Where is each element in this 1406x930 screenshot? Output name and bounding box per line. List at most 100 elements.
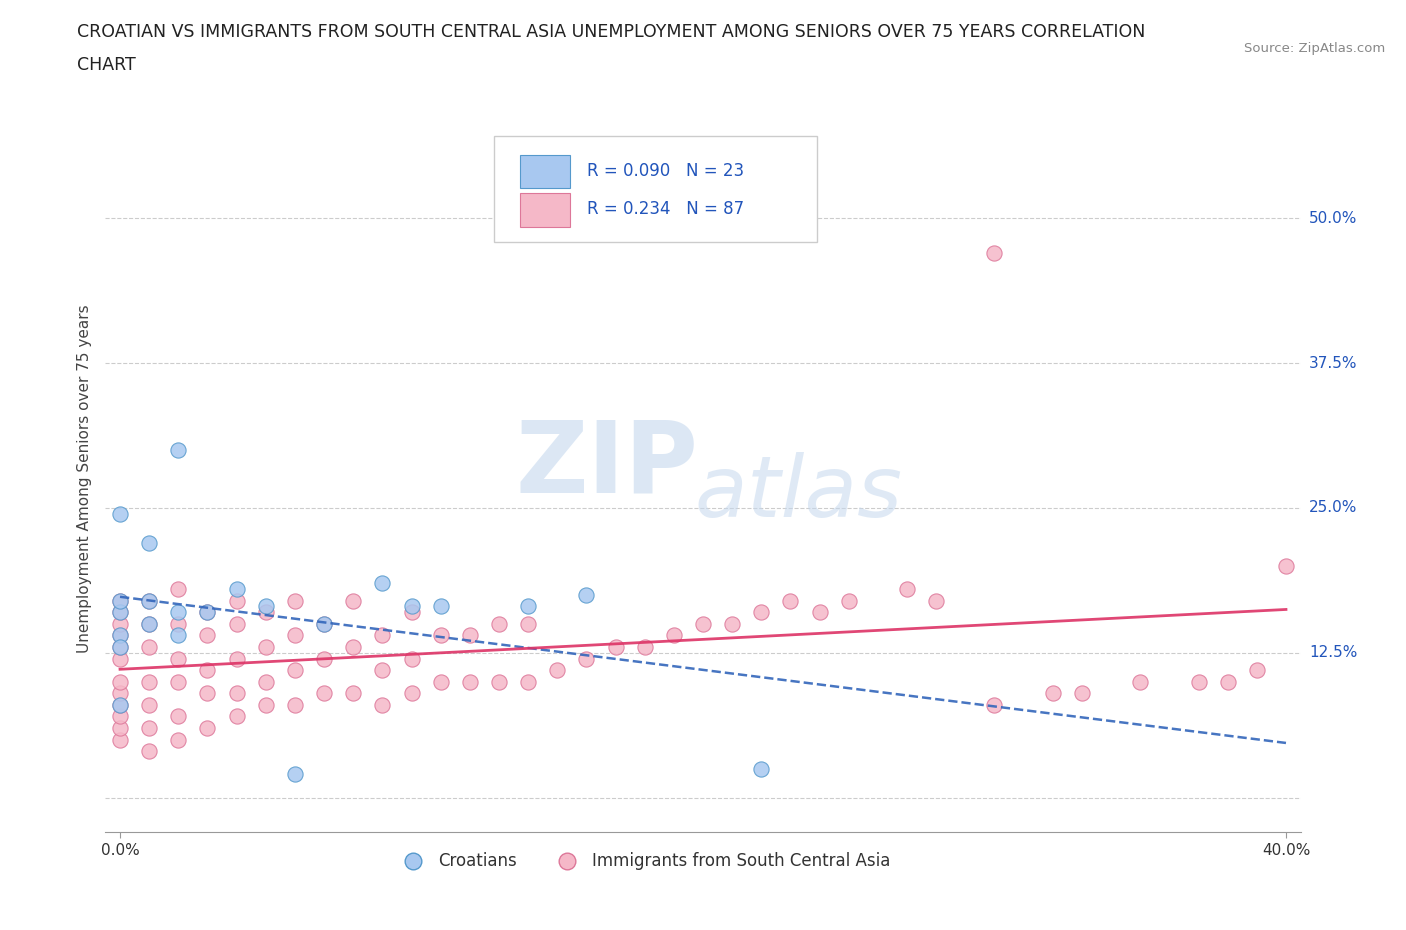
Point bbox=[167, 443, 190, 458]
Point bbox=[488, 674, 510, 689]
Point bbox=[517, 674, 540, 689]
Point bbox=[749, 604, 772, 619]
Legend: Croatians, Immigrants from South Central Asia: Croatians, Immigrants from South Central… bbox=[389, 845, 897, 877]
Point bbox=[1129, 674, 1152, 689]
Point bbox=[575, 588, 598, 603]
Point bbox=[167, 674, 190, 689]
Point bbox=[108, 617, 131, 631]
Point bbox=[108, 506, 131, 521]
Point bbox=[108, 674, 131, 689]
Point bbox=[517, 599, 540, 614]
Point bbox=[284, 698, 307, 712]
Point bbox=[284, 767, 307, 782]
FancyBboxPatch shape bbox=[494, 136, 817, 242]
Point bbox=[517, 617, 540, 631]
Point bbox=[1071, 685, 1094, 700]
Point bbox=[342, 640, 364, 655]
Point bbox=[254, 640, 277, 655]
Point bbox=[108, 628, 131, 643]
Point bbox=[983, 246, 1005, 260]
Point bbox=[605, 640, 627, 655]
Point bbox=[167, 604, 190, 619]
Point bbox=[284, 593, 307, 608]
Point bbox=[371, 576, 394, 591]
Point bbox=[225, 685, 247, 700]
Point bbox=[342, 685, 364, 700]
Point bbox=[371, 628, 394, 643]
Point bbox=[167, 651, 190, 666]
Point bbox=[138, 640, 160, 655]
Point bbox=[225, 617, 247, 631]
Text: R = 0.234   N = 87: R = 0.234 N = 87 bbox=[588, 200, 744, 219]
Point bbox=[197, 721, 219, 736]
Point bbox=[225, 651, 247, 666]
Point bbox=[108, 593, 131, 608]
Point bbox=[838, 593, 860, 608]
Point bbox=[197, 604, 219, 619]
Point bbox=[197, 628, 219, 643]
Point bbox=[108, 604, 131, 619]
Text: R = 0.090   N = 23: R = 0.090 N = 23 bbox=[588, 162, 744, 179]
Point bbox=[983, 698, 1005, 712]
Point bbox=[108, 709, 131, 724]
Point bbox=[1246, 663, 1268, 678]
Point bbox=[371, 698, 394, 712]
Point bbox=[225, 593, 247, 608]
Point bbox=[108, 721, 131, 736]
Point bbox=[692, 617, 714, 631]
Point bbox=[254, 599, 277, 614]
Point bbox=[342, 593, 364, 608]
Point bbox=[1042, 685, 1064, 700]
Point bbox=[1216, 674, 1239, 689]
Point bbox=[167, 628, 190, 643]
Point bbox=[429, 599, 451, 614]
Point bbox=[138, 593, 160, 608]
Point bbox=[197, 663, 219, 678]
Point bbox=[312, 617, 335, 631]
Point bbox=[108, 685, 131, 700]
Point bbox=[312, 617, 335, 631]
Point bbox=[429, 628, 451, 643]
Y-axis label: Unemployment Among Seniors over 75 years: Unemployment Among Seniors over 75 years bbox=[77, 305, 93, 653]
Text: 25.0%: 25.0% bbox=[1309, 500, 1357, 515]
Point bbox=[546, 663, 568, 678]
Point bbox=[167, 709, 190, 724]
Point bbox=[108, 698, 131, 712]
FancyBboxPatch shape bbox=[520, 193, 571, 227]
Point bbox=[634, 640, 657, 655]
Point bbox=[749, 761, 772, 776]
Point bbox=[138, 617, 160, 631]
Point bbox=[138, 721, 160, 736]
Text: atlas: atlas bbox=[695, 452, 903, 535]
Point bbox=[575, 651, 598, 666]
Point bbox=[225, 581, 247, 596]
Point bbox=[312, 651, 335, 666]
Point bbox=[138, 744, 160, 759]
Point bbox=[284, 663, 307, 678]
Point bbox=[401, 604, 423, 619]
Point bbox=[138, 617, 160, 631]
Point bbox=[254, 604, 277, 619]
Point bbox=[1275, 558, 1298, 573]
Point bbox=[779, 593, 801, 608]
Text: CHART: CHART bbox=[77, 56, 136, 73]
Point bbox=[167, 581, 190, 596]
Text: 12.5%: 12.5% bbox=[1309, 645, 1357, 660]
Point bbox=[401, 685, 423, 700]
Text: Source: ZipAtlas.com: Source: ZipAtlas.com bbox=[1244, 42, 1385, 55]
Point bbox=[458, 674, 481, 689]
Text: CROATIAN VS IMMIGRANTS FROM SOUTH CENTRAL ASIA UNEMPLOYMENT AMONG SENIORS OVER 7: CROATIAN VS IMMIGRANTS FROM SOUTH CENTRA… bbox=[77, 23, 1146, 41]
Point bbox=[108, 732, 131, 747]
Point bbox=[284, 628, 307, 643]
Point bbox=[108, 640, 131, 655]
Point bbox=[197, 685, 219, 700]
Point bbox=[429, 674, 451, 689]
Point bbox=[458, 628, 481, 643]
Point bbox=[108, 651, 131, 666]
Point bbox=[138, 698, 160, 712]
Point bbox=[254, 674, 277, 689]
Point bbox=[108, 593, 131, 608]
Point bbox=[401, 651, 423, 666]
Point bbox=[312, 685, 335, 700]
Point bbox=[197, 604, 219, 619]
